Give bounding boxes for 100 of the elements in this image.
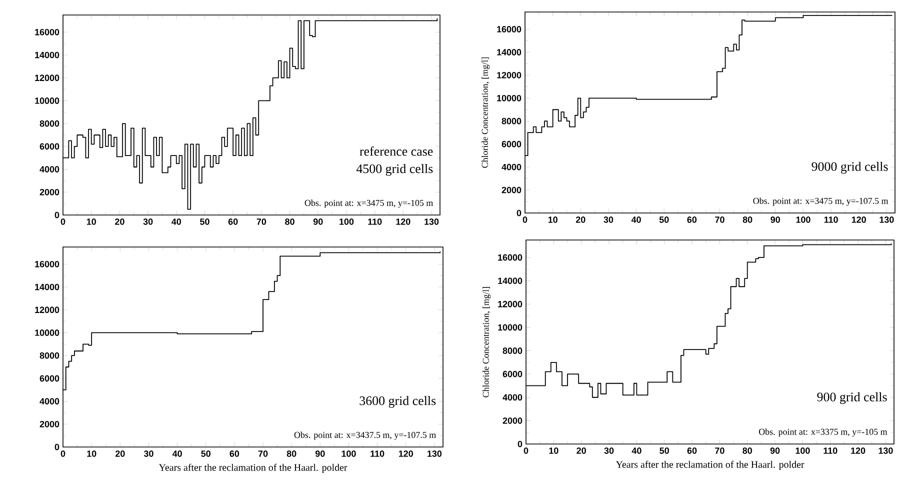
y-tick-label: 10000 [35,330,60,336]
y-tick-label: 14000 [497,49,522,56]
y-tick-label: 14000 [35,284,60,290]
y-tick-label: 10000 [35,98,60,104]
y-tick-label: 12000 [35,306,60,314]
x-tick-label: 130 [880,216,894,223]
x-tick-label: 50 [659,216,669,223]
y-tick-label: 10000 [497,94,522,102]
y-tick-label: 2000 [502,418,522,424]
x-tick-label: 20 [115,218,124,225]
y-tick-label: 4000 [40,166,60,172]
x-tick-label: 70 [715,448,724,454]
x-tick-label: 60 [687,216,697,223]
x-tick-label: 100 [796,216,810,223]
x-tick-label: 120 [851,448,866,454]
x-tick-label: 90 [315,450,325,457]
x-tick-label: 50 [201,450,210,457]
annotation: 4500 grid cells [356,164,433,176]
y-tick-label: 8000 [40,120,60,127]
y-tick-label: 6000 [40,143,60,150]
x-tick-label: 60 [228,218,238,225]
x-tick-label: 20 [576,216,586,223]
x-tick-label: 40 [172,218,182,225]
x-tick-label: 50 [660,448,669,454]
x-tick-label: 0 [524,448,528,454]
y-tick-label: 16000 [498,254,522,261]
x-tick-label: 120 [398,450,413,457]
annotation: 3600 grid cells [360,396,436,408]
y-tick-label: 12000 [35,74,60,82]
x-tick-label: 110 [824,216,838,223]
x-tick-label: 0 [60,450,66,457]
x-tick-label: 80 [285,218,294,225]
y-tick-label: 12000 [497,72,522,78]
x-tick-label: 30 [143,218,153,225]
x-tick-label: 80 [742,448,752,454]
y-axis-title: Chloride Concentration, [mg/l] [482,57,490,168]
x-tick-label: 30 [144,450,154,457]
x-tick-label: 40 [631,216,641,223]
y-tick-label: 4000 [502,164,522,170]
x-tick-label: 110 [370,450,384,457]
annotation: reference case [360,146,433,156]
x-tick-label: 80 [286,450,296,457]
y-tick-label: 14000 [498,278,522,284]
x-tick-label: 50 [200,218,210,225]
x-tick-label: 30 [604,216,614,223]
annotation: Obs. point at: x=3375 m, y=-105 m [759,428,888,437]
x-tick-label: 90 [313,218,323,225]
annotation: Obs. point at: x=3437.5 m, y=-107.5 m [294,432,436,440]
annotation: Obs. point at: x=3475 m, y=-105 m [304,200,434,208]
y-tick-label: 14000 [35,52,60,58]
y-tick-label: 6000 [40,375,60,382]
y-tick-label: 0 [518,440,522,448]
x-tick-label: 60 [687,448,697,454]
x-tick-label: 90 [770,448,780,454]
x-tick-label: 120 [396,218,410,225]
x-tick-label: 130 [428,450,442,457]
y-tick-label: 16000 [35,28,60,36]
y-tick-label: 10000 [498,324,522,331]
y-tick-label: 2000 [40,420,60,428]
x-tick-label: 20 [115,450,125,457]
x-tick-label: 0 [522,216,528,223]
x-tick-label: 100 [796,448,810,454]
y-tick-label: 2000 [502,186,522,194]
x-tick-label: 40 [172,450,182,457]
y-tick-label: 16000 [35,260,60,268]
x-tick-label: 120 [852,216,866,223]
x-tick-label: 30 [604,448,614,454]
x-tick-label: 130 [424,218,439,225]
annotation: 900 grid cells [817,392,887,404]
x-tick-label: 10 [87,450,96,457]
x-tick-label: 0 [60,218,66,225]
x-tick-label: 10 [548,216,558,223]
x-axis-title: Years after the reclamation of the Haarl. polder [158,464,348,473]
x-tick-label: 110 [824,448,838,454]
y-tick-label: 16000 [497,26,522,32]
y-tick-label: 8000 [40,352,60,359]
annotation: Obs. point at: x=3475 m, y=-107.5 m [753,198,888,206]
annotation: 9000 grid cells [812,162,888,174]
x-tick-label: 10 [549,448,558,454]
y-tick-label: 8000 [502,118,522,124]
y-tick-label: 6000 [502,370,522,378]
y-tick-label: 4000 [502,394,522,401]
x-tick-label: 100 [340,218,354,225]
x-tick-label: 110 [368,218,382,225]
y-tick-label: 0 [54,212,60,218]
x-tick-label: 20 [576,448,586,454]
x-tick-label: 70 [715,216,724,223]
x-tick-label: 80 [742,216,752,223]
x-tick-label: 130 [878,448,893,454]
x-tick-label: 10 [86,218,96,225]
x-tick-label: 70 [256,218,266,225]
y-axis-title: Chloride Concentration, [mg/l] [482,286,491,398]
x-tick-label: 90 [770,216,780,223]
y-tick-label: 12000 [498,300,522,308]
y-tick-label: 2000 [40,188,60,196]
y-tick-label: 8000 [502,348,522,354]
x-tick-label: 100 [342,450,356,457]
x-axis-title: Years after the reclamation of the Haarl. polder [616,460,804,470]
y-tick-label: 6000 [502,140,522,148]
x-tick-label: 40 [632,448,642,454]
